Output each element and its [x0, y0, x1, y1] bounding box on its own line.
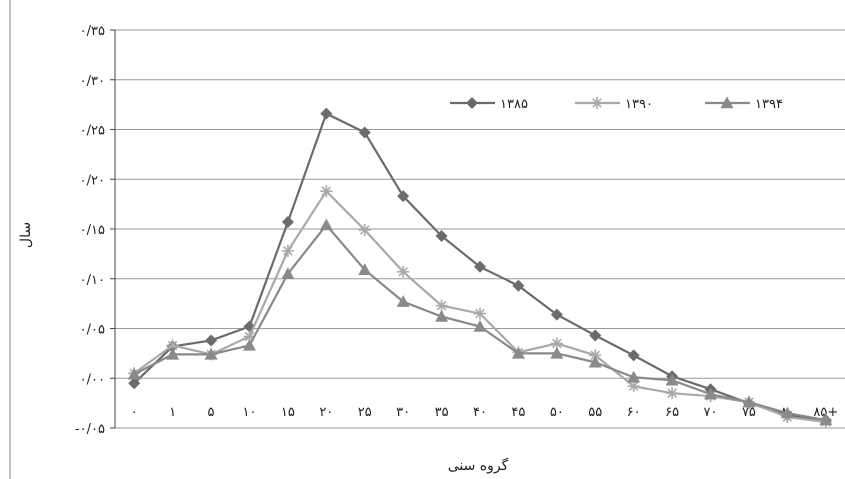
y-tick-label: ۰/۱۵ — [80, 223, 105, 238]
data-point — [435, 229, 448, 242]
data-point — [550, 308, 563, 321]
x-tick-label: ۴۵ — [511, 405, 525, 420]
star-stroke — [321, 186, 332, 196]
x-tick-label: ۷۰ — [704, 405, 718, 420]
data-point — [127, 367, 141, 380]
star-stroke — [359, 225, 370, 235]
x-tick-label: ۴۰ — [473, 405, 487, 420]
data-point — [281, 267, 295, 279]
data-point — [204, 347, 218, 360]
data-point — [128, 377, 141, 390]
data-point — [511, 346, 525, 359]
data-point — [627, 370, 641, 383]
data-point — [358, 263, 372, 275]
data-point — [627, 349, 640, 362]
star-stroke — [628, 381, 639, 391]
y-tick-label: ۰/۱۰ — [80, 273, 105, 288]
data-point — [588, 355, 602, 368]
y-tick-label: ۰/۰۵ — [80, 323, 105, 338]
data-point — [435, 310, 449, 322]
y-tick-label: ۰/۰۰ — [80, 372, 105, 387]
y-tick-label: ۰/۳۵ — [80, 24, 105, 39]
legend: ۱۳۸۵ ۱۳۹۰ ۱۳۹۴ — [450, 96, 783, 112]
star-stroke — [667, 388, 677, 398]
data-point — [819, 413, 833, 426]
y-tick-labels: -۰/۰۵ ۰/۰۰ ۰/۰۵ ۰/۱۰ ۰/۱۵ ۰/۲۰ ۰/۲۵ ۰/۳۰ ۰/۳۵ — [75, 24, 105, 437]
x-tick-label: ۰ — [131, 405, 138, 420]
data-point — [512, 279, 525, 292]
star-stroke — [398, 267, 408, 277]
data-point — [742, 395, 756, 408]
data-point — [358, 126, 371, 139]
y-tick-label: -۰/۰۵ — [75, 422, 105, 437]
x-axis-title: گروه سنی — [448, 457, 509, 474]
legend-marker — [466, 97, 478, 109]
star-stroke — [436, 300, 447, 311]
x-tick-label: ۸۵+ — [813, 405, 838, 420]
data-point — [397, 265, 410, 278]
x-tick-label: ۵ — [208, 405, 215, 420]
data-point — [205, 334, 218, 347]
series-line — [133, 189, 826, 424]
legend-label: ۱۳۹۴ — [755, 97, 783, 112]
y-tick-label: ۰/۳۰ — [80, 74, 105, 89]
star-stroke — [475, 308, 485, 319]
x-tick-label: ۵۰ — [550, 405, 564, 420]
x-tick-label: ۱۵ — [281, 405, 295, 420]
grid-lines — [110, 29, 845, 429]
data-point — [320, 185, 333, 198]
data-point — [589, 329, 602, 342]
star-stroke — [244, 331, 255, 342]
x-tick-label: ۳۰ — [396, 405, 410, 420]
star-stroke — [590, 350, 601, 361]
legend-marker — [720, 96, 734, 109]
data-point — [435, 299, 448, 312]
x-tick-label: ۶۰ — [627, 405, 641, 420]
legend-label: ۱۳۸۵ — [500, 97, 528, 112]
y-axis-title: سال — [18, 222, 34, 248]
legend-marker — [591, 97, 603, 109]
data-point — [550, 337, 563, 350]
data-point — [473, 320, 487, 332]
data-point — [665, 373, 679, 386]
data-point — [550, 346, 564, 359]
data-point — [319, 218, 333, 231]
x-tick-label: ۲۰ — [319, 405, 333, 420]
data-point — [281, 244, 294, 257]
data-point — [166, 339, 179, 352]
star-stroke — [283, 246, 293, 256]
data-point — [320, 107, 333, 120]
star-stroke — [592, 98, 602, 108]
data-point — [474, 260, 486, 273]
x-tick-label: ۵۵ — [588, 405, 602, 420]
x-tick-label: ۱ — [169, 405, 176, 420]
y-tick-label: ۰/۲۰ — [80, 173, 105, 188]
data-point — [358, 223, 371, 236]
data-point — [704, 387, 718, 400]
data-point — [397, 190, 410, 203]
data-point — [474, 307, 486, 320]
data-point — [780, 406, 794, 419]
data-point — [166, 347, 180, 360]
x-tick-labels: ۰۱۵۱۰۱۵۲۰۲۵۳۰۳۵۴۰۴۵۵۰۵۵۶۰۶۵۷۰۷۵۸۰۸۵+ — [131, 405, 839, 420]
legend-label: ۱۳۹۰ — [625, 97, 653, 112]
star-stroke — [167, 340, 178, 351]
x-tick-label: ۳۵ — [435, 405, 449, 420]
data-point — [396, 295, 410, 307]
x-tick-label: ۲۵ — [358, 405, 372, 420]
data-point — [281, 216, 294, 229]
x-tick-label: ۶۵ — [665, 405, 679, 420]
series-group — [127, 107, 833, 429]
x-tick-label: ۷۵ — [742, 405, 756, 420]
star-stroke — [552, 338, 562, 349]
data-point — [242, 338, 256, 351]
x-tick-label: ۱۰ — [242, 405, 256, 420]
y-tick-label: ۰/۲۵ — [80, 124, 105, 139]
data-point — [666, 387, 679, 400]
